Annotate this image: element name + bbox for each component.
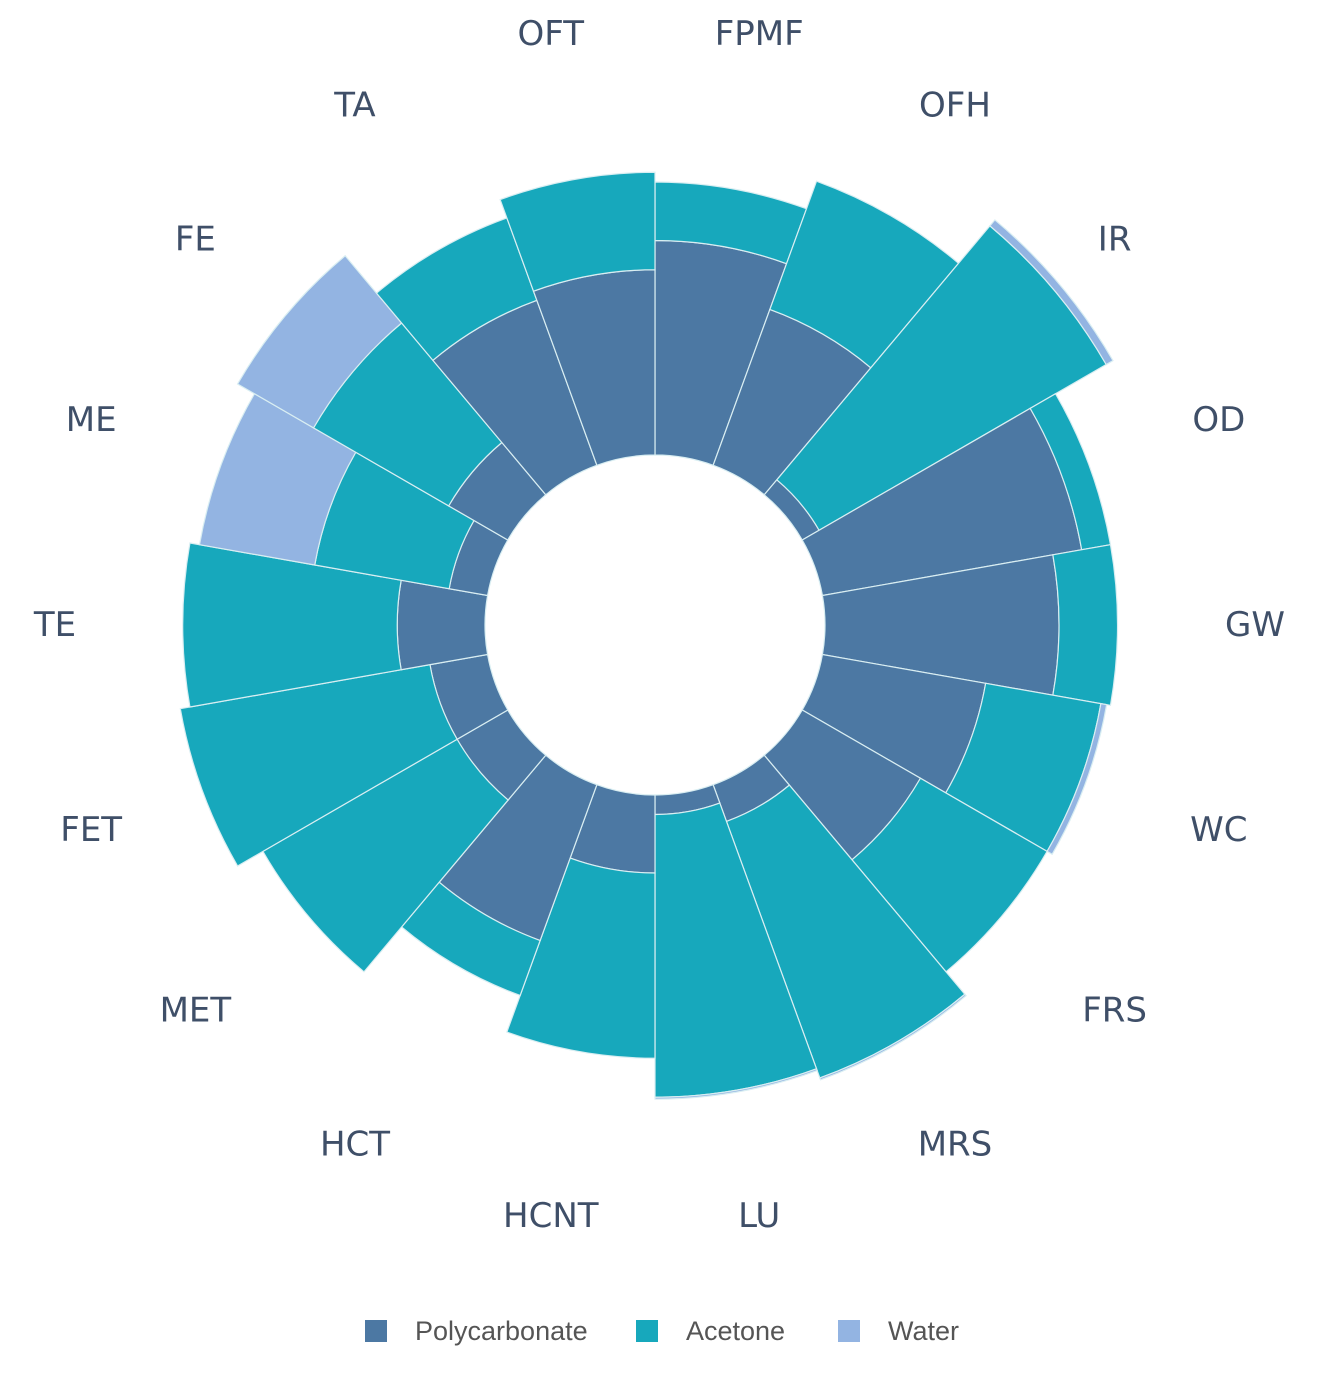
category-label-fet: FET: [60, 810, 122, 850]
chart-segments: [179, 171, 1119, 1100]
category-label-ir: IR: [1098, 219, 1132, 259]
category-label-ta: TA: [333, 85, 375, 125]
category-label-wc: WC: [1190, 810, 1247, 850]
legend-swatch-acetone[interactable]: [636, 1320, 658, 1342]
legend-label-water[interactable]: Water: [888, 1316, 959, 1346]
legend: Polycarbonate Acetone Water: [365, 1316, 959, 1346]
segment-mrs-water: [819, 993, 967, 1081]
category-label-me: ME: [66, 400, 117, 440]
category-label-fpmf: FPMF: [715, 14, 804, 54]
category-label-mrs: MRS: [918, 1125, 993, 1165]
segment-fe-water: [236, 254, 403, 429]
segment-lu-water: [654, 1068, 818, 1100]
legend-swatch-polycarbonate[interactable]: [365, 1320, 387, 1342]
category-label-od: OD: [1192, 400, 1245, 440]
category-label-te: TE: [33, 605, 76, 645]
category-label-met: MET: [160, 991, 232, 1031]
category-label-hct: HCT: [320, 1125, 390, 1165]
legend-label-acetone[interactable]: Acetone: [686, 1316, 785, 1346]
category-labels: FPMF OFH IR OD GW WC FRS MRS LU HCNT HCT MET FET TE ME…: [33, 14, 1285, 1236]
category-label-hcnt: HCNT: [503, 1196, 599, 1236]
legend-label-polycarbonate[interactable]: Polycarbonate: [415, 1316, 588, 1346]
segment-te-acetone: [182, 542, 402, 708]
category-label-lu: LU: [738, 1196, 780, 1236]
segment-fet-acetone: [179, 663, 458, 867]
segment-ir-water: [989, 219, 1114, 366]
category-label-gw: GW: [1225, 605, 1285, 645]
segment-hcnt-acetone: [506, 857, 656, 1059]
category-label-oft: OFT: [518, 14, 585, 54]
segment-oft-acetone: [499, 171, 656, 292]
category-label-ofh: OFH: [919, 85, 991, 125]
segment-gw-acetone: [1052, 543, 1119, 707]
legend-swatch-water[interactable]: [838, 1320, 860, 1342]
category-label-fe: FE: [175, 219, 216, 259]
category-label-frs: FRS: [1082, 991, 1147, 1031]
